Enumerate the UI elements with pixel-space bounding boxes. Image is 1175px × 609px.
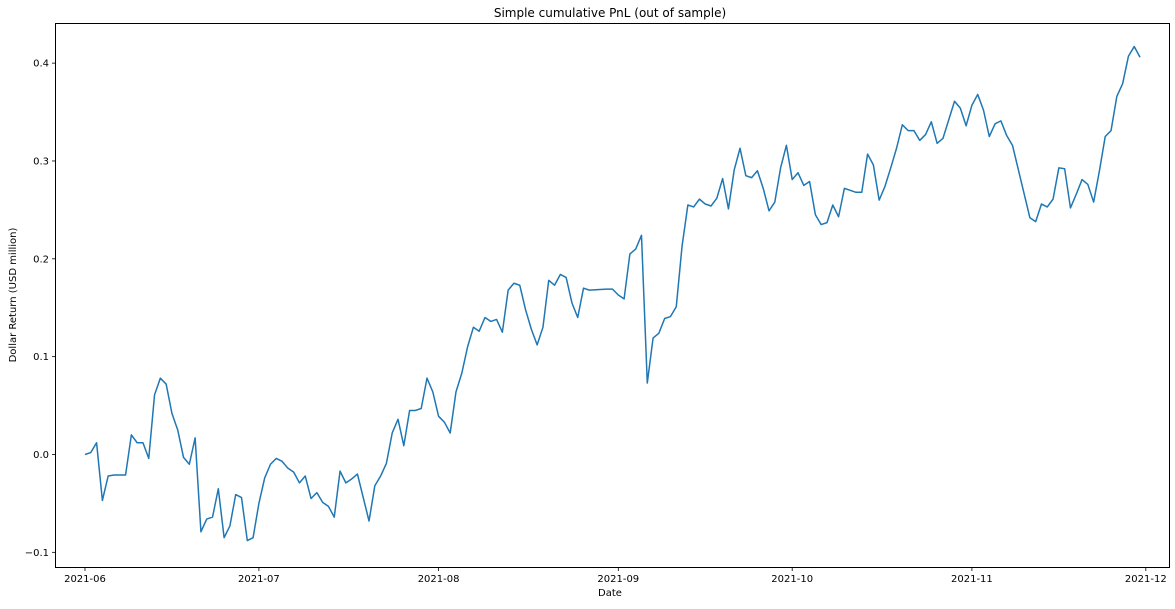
- series-layer: [84, 45, 1141, 542]
- x-axis-ticks: 2021-06 2021-07 2021-08 2021-09 2021-10 2021-…: [64, 567, 1167, 585]
- y-tick-label: 0.0: [33, 450, 49, 461]
- x-tick-label: 2021-10: [771, 574, 813, 585]
- x-tick-label: 2021-06: [64, 574, 106, 585]
- y-tick-label: 0.4: [33, 59, 49, 70]
- y-tick-label: 0.3: [33, 156, 49, 167]
- x-tick-label: 2021-07: [238, 574, 280, 585]
- x-tick-label: 2021-11: [951, 574, 993, 585]
- y-tick-label: 0.1: [33, 352, 49, 363]
- y-tick-label: −0.1: [25, 548, 49, 559]
- x-tick-label: 2021-09: [597, 574, 639, 585]
- y-axis-title: Dollar Return (USD million): [8, 228, 19, 363]
- x-tick-label: 2021-08: [418, 574, 460, 585]
- y-axis-ticks: −0.1 0.0 0.1 0.2 0.3 0.4: [25, 59, 56, 559]
- x-axis-title: Date: [598, 588, 622, 599]
- plot-frame: [55, 23, 1170, 568]
- series-line: [84, 45, 1141, 542]
- chart-title: Simple cumulative PnL (out of sample): [494, 6, 726, 20]
- x-tick-label: 2021-12: [1125, 574, 1167, 585]
- y-tick-label: 0.2: [33, 254, 49, 265]
